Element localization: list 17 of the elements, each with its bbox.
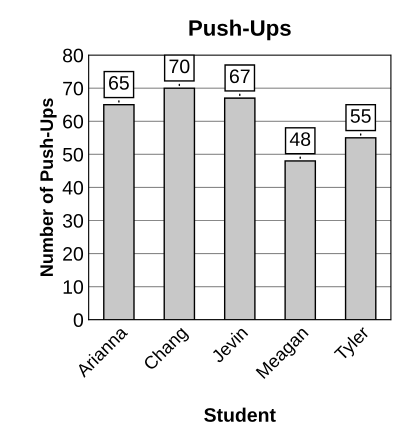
data-label: 48 bbox=[290, 132, 310, 146]
data-label: 65 bbox=[109, 76, 129, 90]
x-axis-title: Student bbox=[204, 408, 276, 422]
y-tick-label: 60 bbox=[63, 114, 84, 129]
data-label: 67 bbox=[230, 69, 250, 84]
data-label: 70 bbox=[170, 59, 190, 74]
data-label: 55 bbox=[350, 109, 371, 123]
y-tick-label: 40 bbox=[62, 180, 84, 195]
y-tick-label: 50 bbox=[62, 148, 84, 162]
y-tick-label: 70 bbox=[63, 82, 84, 96]
chart-title: Push-Ups bbox=[189, 20, 291, 40]
y-tick-label: 30 bbox=[62, 214, 84, 228]
y-tick-label: 20 bbox=[63, 247, 84, 261]
y-tick-label: 80 bbox=[63, 48, 84, 62]
y-axis-title: Number of Push-Ups bbox=[40, 98, 57, 276]
y-tick-label: 0 bbox=[74, 313, 84, 327]
y-tick-label: 10 bbox=[64, 280, 84, 294]
